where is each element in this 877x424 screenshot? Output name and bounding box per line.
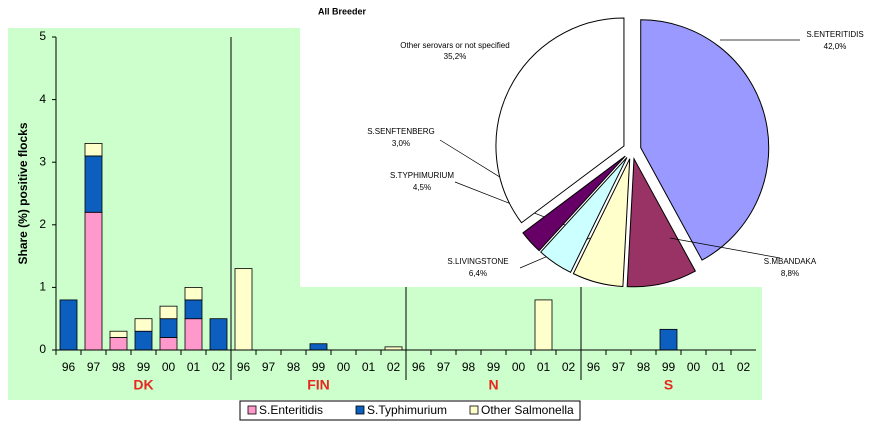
pie-slice xyxy=(572,158,631,288)
legend-box xyxy=(239,400,581,421)
x-tick-label: 99 xyxy=(312,360,326,374)
pie-label-name: Other serovars or not specified xyxy=(400,41,510,50)
pie-slice xyxy=(540,157,628,274)
bar-segment xyxy=(59,299,78,351)
bar-segment xyxy=(184,286,203,301)
pie-label-name: S.TYPHIMURIUM xyxy=(390,171,454,180)
legend-swatch xyxy=(469,405,479,415)
bar-segment xyxy=(134,330,153,351)
x-tick-label: 96 xyxy=(237,360,251,374)
bar-segment xyxy=(234,268,253,351)
x-tick-label: 96 xyxy=(587,360,601,374)
y-tick-label: 0 xyxy=(39,342,46,356)
x-tick-label: 01 xyxy=(362,360,376,374)
y-axis-label: Share (%) positive flocks xyxy=(16,122,30,264)
x-tick-label: 96 xyxy=(62,360,76,374)
pie-label-name: S.SENFTENBERG xyxy=(367,127,435,136)
x-tick-label: 97 xyxy=(612,360,626,374)
x-tick-label: 00 xyxy=(162,360,176,374)
x-tick-label: 97 xyxy=(87,360,101,374)
bar-segment xyxy=(84,211,103,351)
bar-segment xyxy=(159,318,178,338)
x-tick-label: 98 xyxy=(112,360,126,374)
group-label: DK xyxy=(133,377,153,393)
x-tick-label: 01 xyxy=(537,360,551,374)
x-tick-label: 01 xyxy=(712,360,726,374)
x-tick-label: 99 xyxy=(662,360,676,374)
x-tick-label: 98 xyxy=(637,360,651,374)
bar-segment xyxy=(534,299,553,351)
x-tick-label: 98 xyxy=(462,360,476,374)
legend-label: S.Enteritidis xyxy=(259,403,323,417)
y-tick-label: 2 xyxy=(39,217,46,231)
pie-value-label: 4,5% xyxy=(413,183,431,192)
x-tick-label: 00 xyxy=(337,360,351,374)
x-tick-label: 02 xyxy=(737,360,751,374)
bar-segment xyxy=(309,343,328,351)
bar-segment xyxy=(109,330,128,338)
bar-segment xyxy=(109,337,128,351)
pie-slice xyxy=(522,155,626,252)
leader-line xyxy=(669,237,781,259)
x-tick-label: 98 xyxy=(287,360,301,374)
group-label: N xyxy=(488,377,498,393)
y-tick-label: 1 xyxy=(39,280,46,294)
x-tick-label: 97 xyxy=(262,360,276,374)
x-tick-label: 99 xyxy=(487,360,501,374)
bar-segment xyxy=(209,318,228,351)
x-tick-label: 96 xyxy=(412,360,426,374)
bar-segment xyxy=(184,318,203,351)
bar-segment xyxy=(159,305,178,320)
bar-segment xyxy=(84,155,103,213)
bar-segment xyxy=(659,328,678,351)
pie-label-name: S.ENTERITIDIS xyxy=(806,30,863,39)
x-tick-label: 99 xyxy=(137,360,151,374)
legend-swatch xyxy=(355,405,365,415)
y-tick-label: 4 xyxy=(39,92,46,106)
y-tick-label: 5 xyxy=(39,29,46,43)
pie-value-label: 42,0% xyxy=(824,42,847,51)
x-tick-label: 02 xyxy=(562,360,576,374)
x-tick-label: 00 xyxy=(687,360,701,374)
pie-label-name: S.LIVINGSTONE xyxy=(447,257,508,266)
x-tick-label: 00 xyxy=(512,360,526,374)
bar-segment xyxy=(184,299,203,320)
pie-slice xyxy=(495,17,625,224)
pie-value-label: 3,0% xyxy=(392,139,410,148)
x-tick-label: 02 xyxy=(212,360,226,374)
pie-title: All Breeder xyxy=(318,6,367,16)
x-tick-label: 02 xyxy=(387,360,401,374)
x-tick-label: 01 xyxy=(187,360,201,374)
legend-label: S.Typhimurium xyxy=(367,403,447,417)
bar-segment xyxy=(134,318,153,332)
pie-label-name: S.MBANDAKA xyxy=(764,257,817,266)
legend-label: Other Salmonella xyxy=(481,403,574,417)
pie-value-label: 6,4% xyxy=(469,269,487,278)
pie-slice xyxy=(640,19,770,261)
bar-segment xyxy=(84,143,103,157)
bar-segment xyxy=(159,337,178,351)
pie-value-label: 8,8% xyxy=(781,269,799,278)
group-label: FIN xyxy=(307,377,330,393)
x-tick-label: 97 xyxy=(437,360,451,374)
y-tick-label: 3 xyxy=(39,154,46,168)
group-label: S xyxy=(664,377,673,393)
pie-slice xyxy=(626,156,697,288)
pie-value-label: 35,2% xyxy=(443,52,467,61)
legend-swatch xyxy=(247,405,257,415)
pie-label: Other serovars or not specified 35,2% xyxy=(400,40,510,62)
